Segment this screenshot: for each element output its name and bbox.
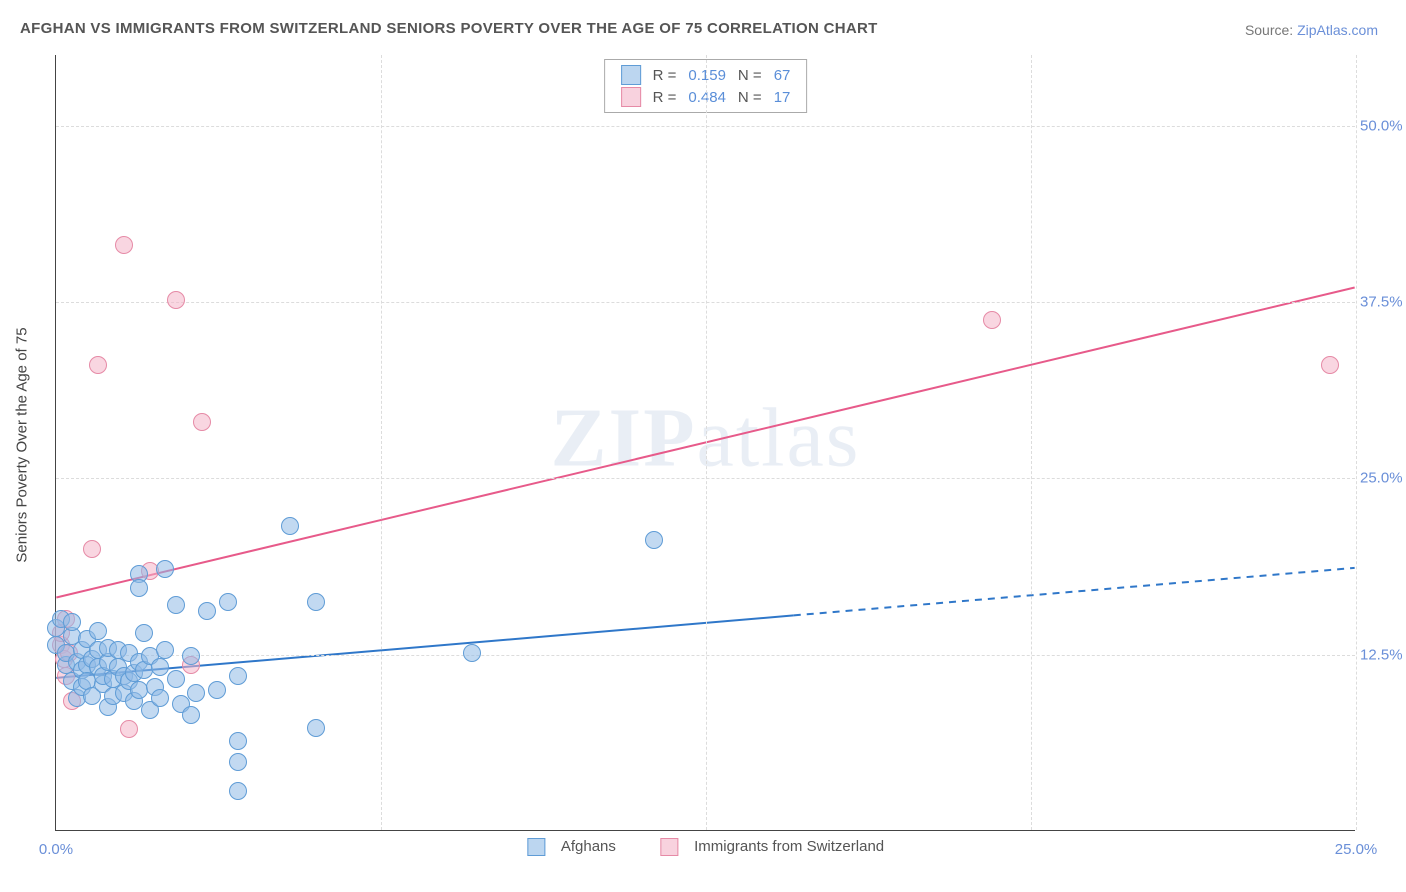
scatter-point-afghans (151, 658, 169, 676)
gridline-v (381, 55, 382, 830)
scatter-point-afghans (229, 667, 247, 685)
xtick-label: 0.0% (39, 841, 73, 858)
legend-label-afghans: Afghans (561, 838, 616, 855)
chart-title: AFGHAN VS IMMIGRANTS FROM SWITZERLAND SE… (20, 20, 878, 37)
scatter-point-afghans (167, 596, 185, 614)
source: Source: ZipAtlas.com (1245, 22, 1378, 38)
scatter-point-afghans (208, 681, 226, 699)
legend-swatch-pink (660, 838, 678, 856)
scatter-point-swiss (120, 720, 138, 738)
legend-swatch-pink (621, 87, 641, 107)
legend-label-swiss: Immigrants from Switzerland (694, 838, 884, 855)
y-axis-label: Seniors Poverty Over the Age of 75 (14, 327, 31, 562)
scatter-point-swiss (89, 356, 107, 374)
scatter-point-afghans (229, 732, 247, 750)
scatter-point-afghans (307, 719, 325, 737)
scatter-point-afghans (89, 622, 107, 640)
n-label: N = (732, 86, 768, 108)
scatter-point-swiss (115, 236, 133, 254)
scatter-point-afghans (463, 644, 481, 662)
n-value-swiss: 17 (768, 86, 797, 108)
source-label: Source: (1245, 22, 1297, 38)
scatter-point-swiss (83, 540, 101, 558)
scatter-point-afghans (229, 753, 247, 771)
scatter-point-swiss (1321, 356, 1339, 374)
r-value-afghans: 0.159 (682, 64, 732, 86)
ytick-label: 50.0% (1360, 117, 1406, 134)
scatter-point-afghans (156, 560, 174, 578)
scatter-point-afghans (182, 647, 200, 665)
scatter-point-afghans (307, 593, 325, 611)
xtick-label: 25.0% (1335, 841, 1378, 858)
scatter-point-afghans (198, 602, 216, 620)
scatter-point-afghans (281, 517, 299, 535)
scatter-point-swiss (983, 311, 1001, 329)
scatter-point-afghans (63, 613, 81, 631)
scatter-point-afghans (135, 624, 153, 642)
scatter-point-afghans (229, 782, 247, 800)
watermark-bold: ZIP (551, 391, 697, 484)
n-value-afghans: 67 (768, 64, 797, 86)
trend-line (794, 568, 1355, 615)
scatter-point-afghans (151, 689, 169, 707)
scatter-point-swiss (167, 291, 185, 309)
series-legend: Afghans Immigrants from Switzerland (507, 838, 904, 856)
ytick-label: 37.5% (1360, 293, 1406, 310)
r-value-swiss: 0.484 (682, 86, 732, 108)
ytick-label: 12.5% (1360, 646, 1406, 663)
r-label: R = (647, 86, 683, 108)
scatter-point-afghans (156, 641, 174, 659)
r-label: R = (647, 64, 683, 86)
legend-swatch-blue (527, 838, 545, 856)
watermark-rest: atlas (697, 391, 861, 484)
scatter-point-afghans (187, 684, 205, 702)
scatter-point-afghans (130, 579, 148, 597)
scatter-point-afghans (167, 670, 185, 688)
scatter-point-afghans (645, 531, 663, 549)
ytick-label: 25.0% (1360, 470, 1406, 487)
scatter-point-afghans (182, 706, 200, 724)
n-label: N = (732, 64, 768, 86)
gridline-v (1356, 55, 1357, 830)
legend-swatch-blue (621, 65, 641, 85)
source-link[interactable]: ZipAtlas.com (1297, 22, 1378, 38)
gridline-v (706, 55, 707, 830)
scatter-point-afghans (219, 593, 237, 611)
scatter-plot: ZIPatlas R = 0.159 N = 67 R = 0.484 N = … (55, 55, 1355, 831)
scatter-point-swiss (193, 413, 211, 431)
gridline-v (1031, 55, 1032, 830)
